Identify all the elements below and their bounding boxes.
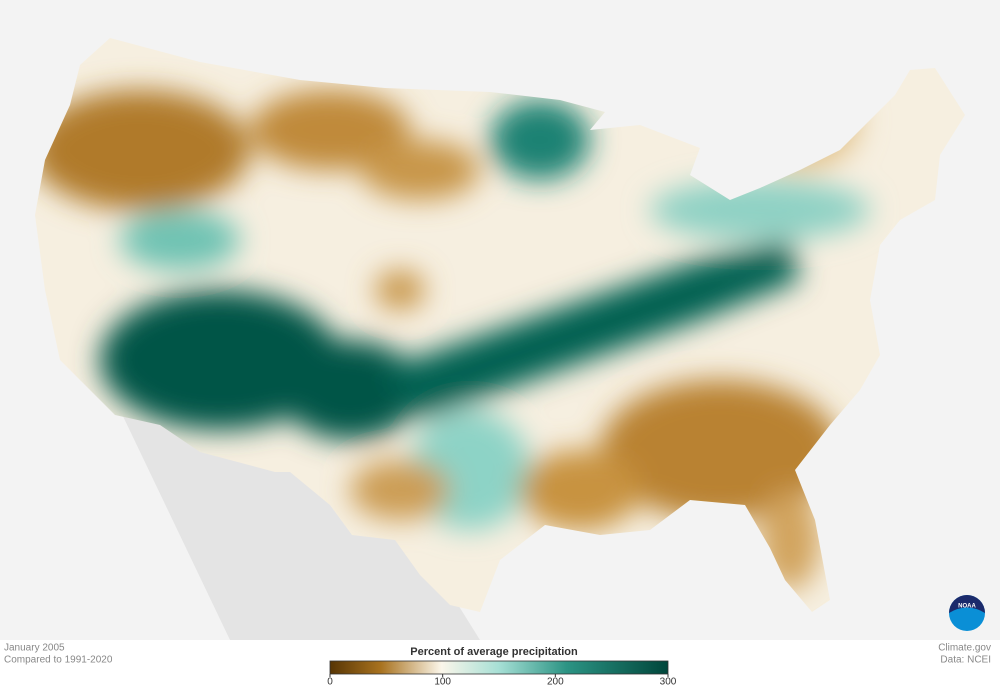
color-bar [329,660,669,675]
legend-tick-label: 0 [327,677,333,688]
legend-tick-label: 300 [660,677,677,688]
legend-title: Percent of average precipitation [410,646,578,658]
map-field [35,70,870,590]
credit-site: Climate.gov [938,643,991,654]
legend-tick-label: 100 [434,677,451,688]
caption-date: January 2005 [4,643,65,654]
logo-text: NOAA [958,604,976,610]
credit-source: Data: NCEI [940,655,991,666]
caption-baseline: Compared to 1991-2020 [4,655,113,666]
logo-top [949,595,985,613]
legend-tick-label: 200 [547,677,564,688]
